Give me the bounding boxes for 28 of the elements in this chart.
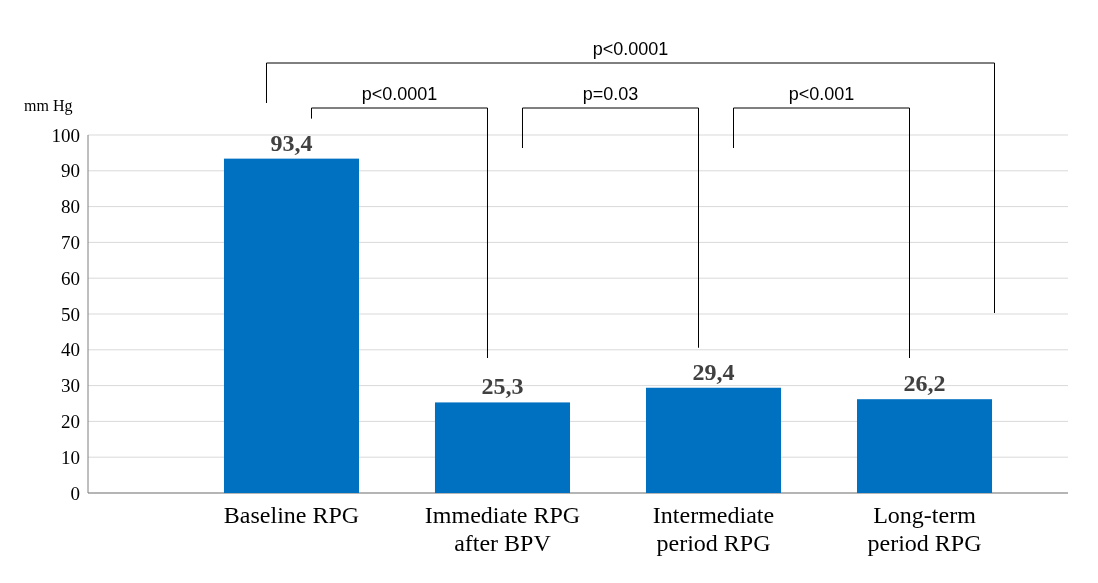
- y-tick-label: 50: [61, 303, 80, 325]
- y-axis-title: mm Hg: [24, 97, 73, 115]
- x-tick-label: Baseline RPG: [223, 502, 360, 528]
- bar: [434, 402, 571, 493]
- bar: [223, 158, 360, 493]
- y-tick-label: 20: [61, 411, 80, 433]
- bar: [645, 387, 782, 493]
- data-label: 93,4: [270, 129, 313, 156]
- text: p<0.0001: [592, 39, 669, 59]
- x-tick-label: Immediate RPG after BPV: [424, 502, 581, 556]
- bar: [856, 399, 993, 493]
- y-tick-label: 100: [51, 124, 80, 146]
- text: p<0.0001: [361, 84, 438, 104]
- x-tick-label: Long-term period RPG: [867, 502, 982, 556]
- y-tick-label: 80: [61, 196, 80, 218]
- y-tick-label: 60: [61, 267, 80, 289]
- data-label: 26,2: [903, 370, 946, 397]
- y-tick-label: 30: [61, 375, 80, 397]
- text: p<0.001: [788, 84, 855, 104]
- y-tick-label: 10: [61, 446, 80, 468]
- y-tick-label: 40: [61, 339, 80, 361]
- data-label: 25,3: [481, 373, 524, 400]
- y-tick-label: 90: [61, 160, 80, 182]
- y-tick-label: 0: [70, 482, 80, 504]
- data-label: 29,4: [692, 358, 735, 385]
- text: p=0.03: [582, 84, 639, 104]
- x-tick-label: Intermediate period RPG: [652, 502, 775, 556]
- y-tick-label: 70: [61, 232, 80, 254]
